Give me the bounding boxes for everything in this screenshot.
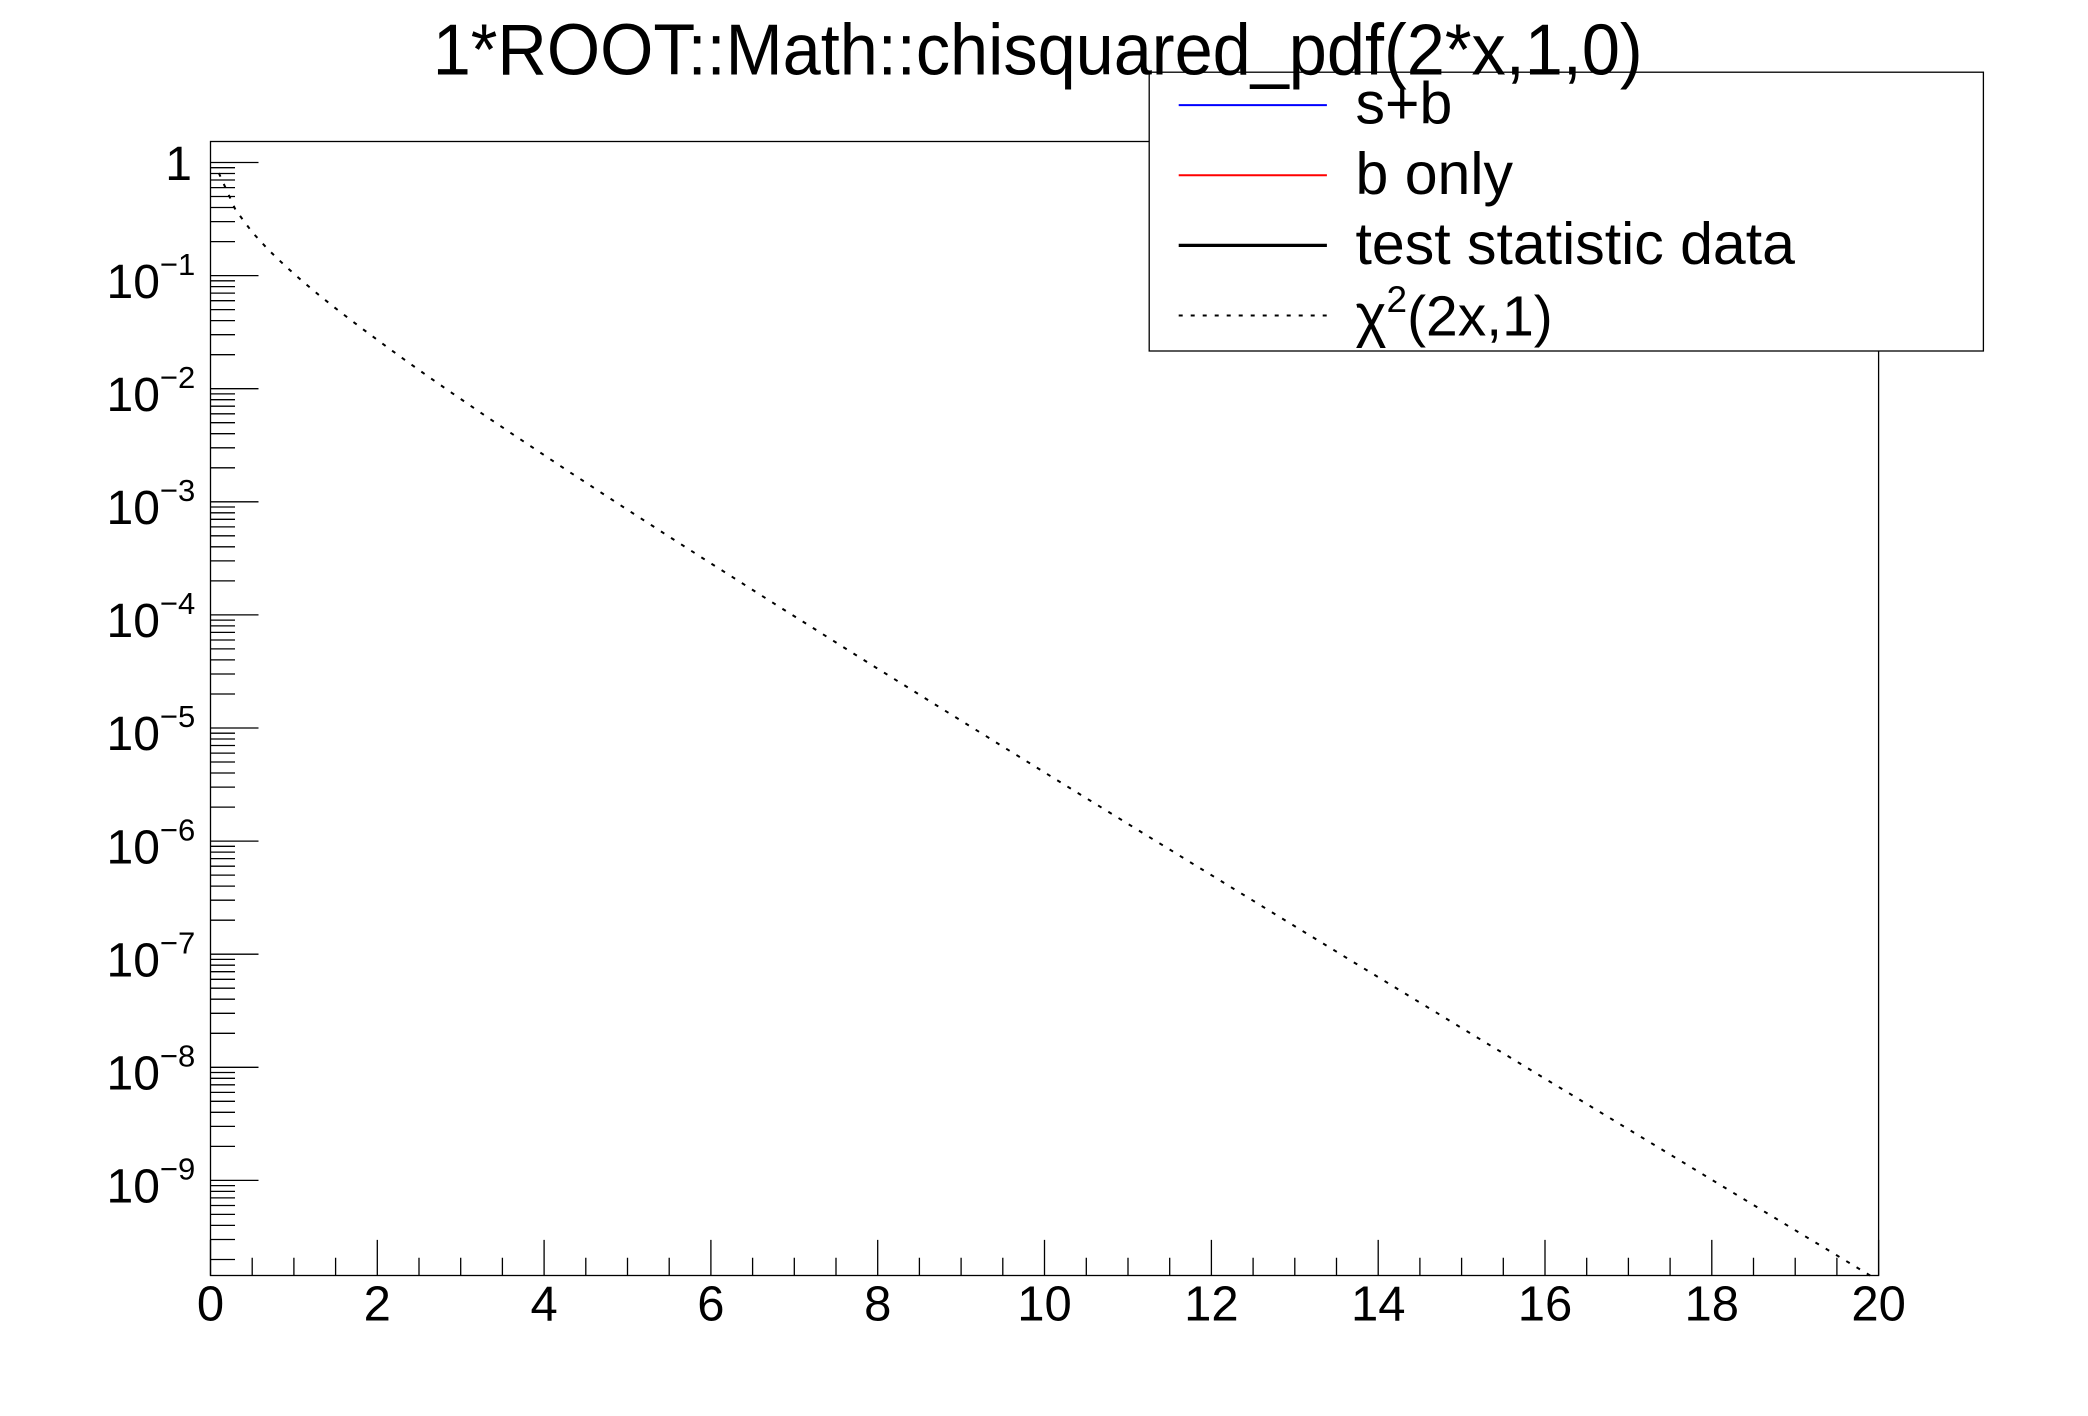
svg-text:s+b: s+b	[1356, 71, 1453, 137]
svg-text:χ2(2x,1): χ2(2x,1)	[1356, 279, 1553, 349]
svg-text:6: 6	[697, 1278, 724, 1332]
svg-text:b only: b only	[1356, 141, 1514, 207]
svg-text:2: 2	[364, 1278, 391, 1332]
svg-text:12: 12	[1184, 1278, 1239, 1332]
svg-text:16: 16	[1518, 1278, 1573, 1332]
svg-text:1*ROOT::Math::chisquared_pdf(2: 1*ROOT::Math::chisquared_pdf(2*x,1,0)	[433, 11, 1643, 91]
svg-text:0: 0	[197, 1278, 224, 1332]
svg-text:10−9: 10−9	[107, 1152, 196, 1214]
svg-text:14: 14	[1351, 1278, 1406, 1332]
svg-text:10: 10	[1017, 1278, 1072, 1332]
svg-text:18: 18	[1685, 1278, 1740, 1332]
svg-text:8: 8	[864, 1278, 891, 1332]
svg-text:1: 1	[165, 138, 192, 191]
svg-text:10−1: 10−1	[107, 247, 196, 309]
svg-text:20: 20	[1851, 1278, 1906, 1332]
svg-text:test statistic data: test statistic data	[1356, 211, 1796, 277]
svg-text:10−3: 10−3	[107, 473, 196, 535]
svg-text:4: 4	[530, 1278, 557, 1332]
